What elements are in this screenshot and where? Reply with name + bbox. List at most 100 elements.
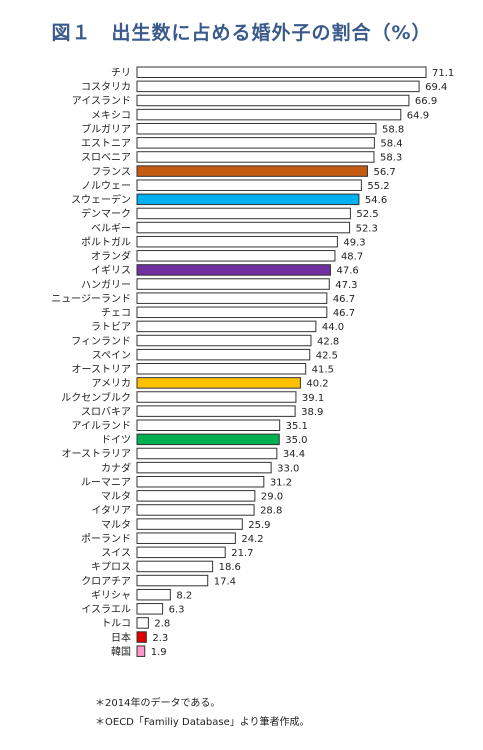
value-label: 39.1 bbox=[302, 393, 324, 404]
bar bbox=[136, 348, 311, 361]
category-label: 韓国 bbox=[111, 646, 131, 658]
bar bbox=[136, 235, 338, 248]
category-label: チリ bbox=[111, 67, 131, 79]
value-label: 17.4 bbox=[214, 576, 236, 587]
category-label: 日本 bbox=[111, 631, 131, 644]
category-label: エストニア bbox=[81, 139, 131, 150]
value-label: 54.6 bbox=[365, 195, 387, 206]
category-label: ルクセンブルク bbox=[61, 391, 131, 404]
value-label: 40.2 bbox=[306, 379, 328, 390]
category-label: アメリカ bbox=[92, 378, 132, 390]
bar bbox=[136, 391, 297, 403]
value-label: 1.9 bbox=[151, 647, 167, 658]
bar bbox=[136, 207, 351, 220]
category-label: トルコ bbox=[101, 619, 131, 630]
category-label: ポーランド bbox=[81, 533, 131, 545]
value-label: 44.0 bbox=[322, 322, 344, 333]
bar bbox=[136, 419, 281, 431]
footnote-source: ＊OECD「Familiy Database」より筆者作成。 bbox=[95, 717, 310, 728]
category-label: スロバキア bbox=[81, 406, 131, 418]
value-label: 33.0 bbox=[277, 463, 299, 474]
bar bbox=[136, 320, 317, 333]
bar bbox=[136, 151, 375, 163]
bar bbox=[136, 461, 272, 474]
value-label: 6.3 bbox=[169, 605, 185, 616]
value-label: 24.2 bbox=[241, 534, 263, 545]
category-label: ギリシャ bbox=[91, 589, 131, 601]
bar bbox=[136, 588, 171, 601]
category-label: イギリス bbox=[91, 265, 131, 277]
category-label: オーストラリア bbox=[62, 448, 132, 460]
bar bbox=[136, 447, 278, 460]
category-label: キプロス bbox=[91, 561, 131, 573]
value-label: 34.4 bbox=[283, 449, 305, 460]
value-label: 48.7 bbox=[341, 252, 363, 263]
value-label: 58.8 bbox=[382, 124, 404, 135]
category-label: ニュージーランド bbox=[51, 293, 131, 305]
value-label: 49.3 bbox=[343, 237, 365, 248]
category-label: スウェーデン bbox=[71, 193, 131, 206]
category-label: フィンランド bbox=[71, 335, 131, 347]
category-label: チェコ bbox=[101, 307, 131, 319]
value-label: 46.7 bbox=[333, 294, 355, 305]
bar bbox=[136, 292, 328, 304]
category-label: ルーマニア bbox=[81, 477, 131, 488]
bar bbox=[136, 617, 149, 629]
bar bbox=[136, 560, 214, 573]
bar bbox=[136, 306, 328, 319]
bar bbox=[136, 66, 427, 78]
category-label: クロアチア bbox=[81, 575, 131, 587]
category-label: スイス bbox=[101, 548, 131, 559]
bar bbox=[136, 377, 301, 389]
bar bbox=[136, 645, 146, 657]
bar bbox=[136, 137, 375, 149]
bar bbox=[136, 122, 377, 135]
value-label: 71.1 bbox=[432, 68, 454, 79]
value-label: 28.8 bbox=[260, 506, 282, 517]
bar bbox=[136, 108, 402, 121]
category-label: アイルランド bbox=[72, 420, 132, 432]
bar bbox=[136, 80, 420, 93]
category-label: ドイツ bbox=[101, 435, 131, 446]
bar bbox=[136, 546, 226, 559]
bar bbox=[136, 504, 255, 516]
value-label: 21.7 bbox=[231, 548, 253, 559]
category-label: スペイン bbox=[92, 350, 131, 361]
value-label: 2.8 bbox=[154, 619, 170, 630]
category-label: アイスランド bbox=[72, 95, 131, 107]
value-label: 29.0 bbox=[261, 492, 283, 503]
category-label: スロベニア bbox=[81, 152, 131, 164]
bar bbox=[136, 490, 256, 502]
category-label: ハンガリー bbox=[81, 279, 131, 291]
bar bbox=[136, 179, 362, 191]
category-label: フランス bbox=[91, 166, 131, 178]
bar bbox=[136, 405, 296, 417]
bar bbox=[136, 532, 236, 544]
value-label: 2.3 bbox=[152, 633, 168, 644]
category-label: マルタ bbox=[101, 491, 131, 503]
category-label: オランダ bbox=[91, 250, 131, 263]
footnote-year: ＊2014年のデータである。 bbox=[95, 698, 221, 709]
category-label: コスタリカ bbox=[81, 81, 131, 93]
category-label: デンマーク bbox=[81, 207, 131, 220]
value-label: 8.2 bbox=[176, 590, 192, 601]
category-label: ブルガリア bbox=[81, 122, 131, 135]
category-label: マルタ bbox=[101, 519, 131, 531]
bar bbox=[136, 264, 331, 276]
value-label: 58.4 bbox=[380, 139, 402, 150]
bar bbox=[136, 250, 336, 262]
bar bbox=[136, 433, 280, 446]
value-label: 55.2 bbox=[367, 181, 389, 192]
bar bbox=[136, 603, 164, 615]
category-label: カナダ bbox=[101, 461, 131, 474]
bar bbox=[136, 475, 265, 488]
value-label: 69.4 bbox=[425, 82, 447, 93]
category-label: ノルウェー bbox=[81, 180, 131, 192]
value-label: 31.2 bbox=[270, 477, 292, 488]
value-label: 64.9 bbox=[407, 110, 429, 121]
bar bbox=[136, 221, 351, 234]
category-label: メキシコ bbox=[91, 110, 131, 121]
value-label: 47.3 bbox=[335, 280, 357, 291]
value-label: 41.5 bbox=[312, 365, 334, 376]
